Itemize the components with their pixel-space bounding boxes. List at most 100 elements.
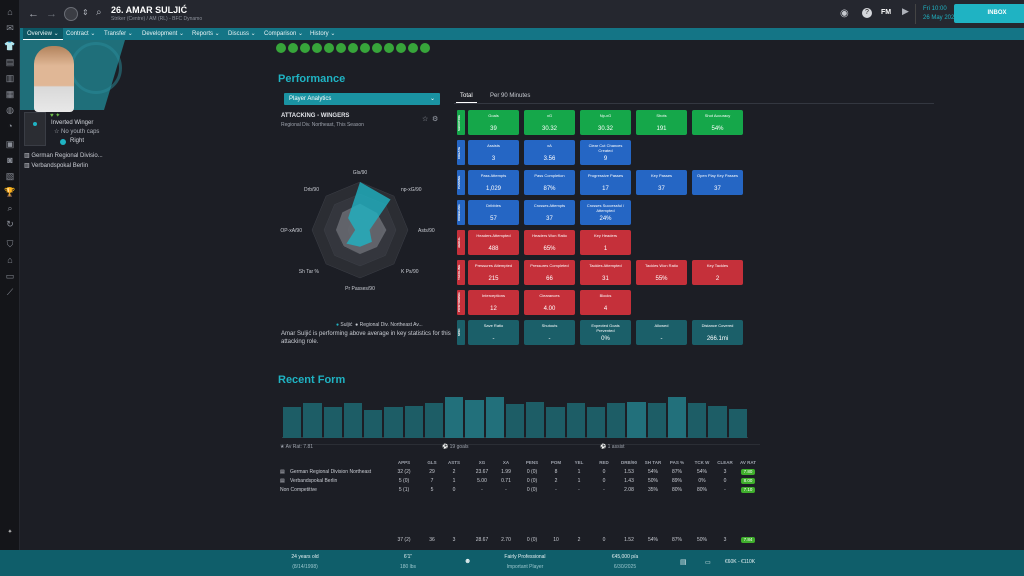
tab-history[interactable]: History ⌄ [310,31,336,37]
tab-contract[interactable]: Contract ⌄ [66,31,96,37]
training-icon[interactable]: ◔ [7,121,13,131]
stat-tile[interactable]: Tackles Won Ratio 55% [636,260,687,285]
stat-tile[interactable]: Key Tackles 2 [692,260,743,285]
reports-icon[interactable]: ▥ [5,73,15,83]
form-bar[interactable] [647,403,666,438]
tab-comparison[interactable]: Comparison ⌄ [264,31,304,37]
club-badge-icon[interactable] [64,7,78,21]
trophy-icon[interactable]: 🏆 [4,187,16,197]
competition-1[interactable]: ▥ German Regional Divisio... [24,153,103,159]
stat-tile[interactable]: Goals 39 [468,110,519,135]
stat-tile[interactable]: Allowed - [636,320,687,345]
tab-transfer[interactable]: Transfer ⌄ [104,31,133,37]
form-bar[interactable] [445,397,464,438]
edit-icon[interactable]: ⟋ [6,287,14,297]
tab-discuss[interactable]: Discuss ⌄ [228,31,256,37]
stat-tile[interactable]: Tackles Attempted 31 [580,260,631,285]
form-bar[interactable] [566,403,585,438]
search-icon[interactable]: ⌕ [96,7,102,18]
form-bar[interactable] [283,406,302,438]
stat-tile[interactable]: Clearances 4.00 [524,290,575,315]
stat-tile[interactable]: Pressures Attempted 215 [468,260,519,285]
trait-icon[interactable] [348,43,358,53]
stat-tile[interactable]: Open Play Key Passes 37 [692,170,743,195]
continue-arrow-icon[interactable]: ▶ [902,6,909,16]
stat-tile[interactable]: Headers Won Ratio 65% [524,230,575,255]
tab-reports[interactable]: Reports ⌄ [192,31,220,37]
stat-tile[interactable]: Progressive Passes 17 [580,170,631,195]
trait-icon[interactable] [336,43,346,53]
inbox-icon[interactable]: ✉ [6,23,14,33]
trait-icon[interactable] [384,43,394,53]
form-bar[interactable] [343,403,363,438]
chevron-updown-icon[interactable]: ⇕ [82,8,89,17]
form-bar[interactable] [667,397,687,438]
form-bar[interactable] [404,405,423,438]
stat-tile[interactable]: Interceptions 12 [468,290,519,315]
star-icon[interactable]: ☆ [422,116,429,123]
trait-icon[interactable] [312,43,322,53]
stat-tile[interactable]: Key Passes 37 [636,170,687,195]
back-arrow-icon[interactable]: ← [28,8,39,20]
stat-tile[interactable]: Np-xG 30.32 [580,110,631,135]
stat-tile[interactable]: Distance Covered 266.1mi [692,320,743,345]
form-bar[interactable] [505,404,525,438]
stat-tile[interactable]: xA 3.56 [524,140,575,165]
stat-tile[interactable]: Assists 3 [468,140,519,165]
form-bar[interactable] [384,407,403,438]
stat-tile[interactable]: Key Headers 1 [580,230,631,255]
trait-icon[interactable] [276,43,286,53]
trait-icon[interactable] [420,43,430,53]
scouting-icon[interactable]: ◙ [7,155,13,165]
stat-tile[interactable]: Shot Accuracy 54% [692,110,743,135]
search-icon[interactable]: ⌕ [7,203,13,213]
stat-tile[interactable]: Pass Attempts 1,029 [468,170,519,195]
form-bar[interactable] [708,405,727,438]
refresh-icon[interactable]: ↻ [6,219,14,229]
stat-tile[interactable]: Pressures Completed 66 [524,260,575,285]
trait-icon[interactable] [300,43,310,53]
squad-icon[interactable]: 👕 [4,41,16,51]
stat-tile[interactable]: Crosses Successful / Attempted 24% [580,200,631,225]
stat-tile[interactable]: Clear Cut Chances Created 9 [580,140,631,165]
form-bar[interactable] [688,403,707,438]
trait-icon[interactable] [288,43,298,53]
home-icon[interactable]: ⌂ [7,7,13,17]
inbox-button[interactable]: INBOX [954,4,1024,23]
competition-2[interactable]: ▥ Verbandspokal Berlin [24,163,89,169]
stat-tile[interactable]: Blocks 4 [580,290,631,315]
analytics-dropdown[interactable]: Player Analytics ⌄ [284,93,440,105]
stat-tile[interactable]: Pass Completion 87% [524,170,575,195]
settings-icon[interactable]: ⚙ [432,116,439,123]
schedule-icon[interactable]: ▧ [5,171,15,181]
trait-icon[interactable] [408,43,418,53]
trait-icon[interactable] [360,43,370,53]
club-icon[interactable]: ⛉ [6,239,14,249]
medical-icon[interactable]: ▣ [5,139,15,149]
stat-tile[interactable]: xG 30.32 [524,110,575,135]
dynamics-icon[interactable]: ▤ [5,57,15,67]
stat-tile[interactable]: Shots 191 [636,110,687,135]
stat-tile[interactable]: Shutouts - [524,320,575,345]
form-bar[interactable] [485,397,504,438]
form-bar[interactable] [424,403,444,438]
form-bar[interactable] [728,408,747,438]
stat-tile[interactable]: Headers Attempted 488 [468,230,519,255]
form-bar[interactable] [323,407,342,438]
trait-icon[interactable] [396,43,406,53]
form-bar[interactable] [607,403,626,438]
form-bar[interactable] [526,401,545,438]
tab-overview[interactable]: Overview ⌄ [23,28,63,40]
help-icon[interactable]: ? [862,8,872,18]
tab-per90[interactable]: Per 90 Minutes [490,93,531,99]
globe-icon[interactable]: ◍ [6,105,14,115]
finance-icon[interactable]: ▭ [5,271,15,281]
stat-tile[interactable]: Crosses Attempts 37 [524,200,575,225]
form-bar[interactable] [303,403,322,438]
stat-tile[interactable]: Expected Goals Prevented 0% [580,320,631,345]
form-bar[interactable] [546,407,565,438]
fixtures-icon[interactable]: ▦ [5,89,15,99]
bank-icon[interactable]: ⌂ [7,255,13,265]
forward-arrow-icon[interactable]: → [46,8,57,20]
trait-icon[interactable] [324,43,334,53]
